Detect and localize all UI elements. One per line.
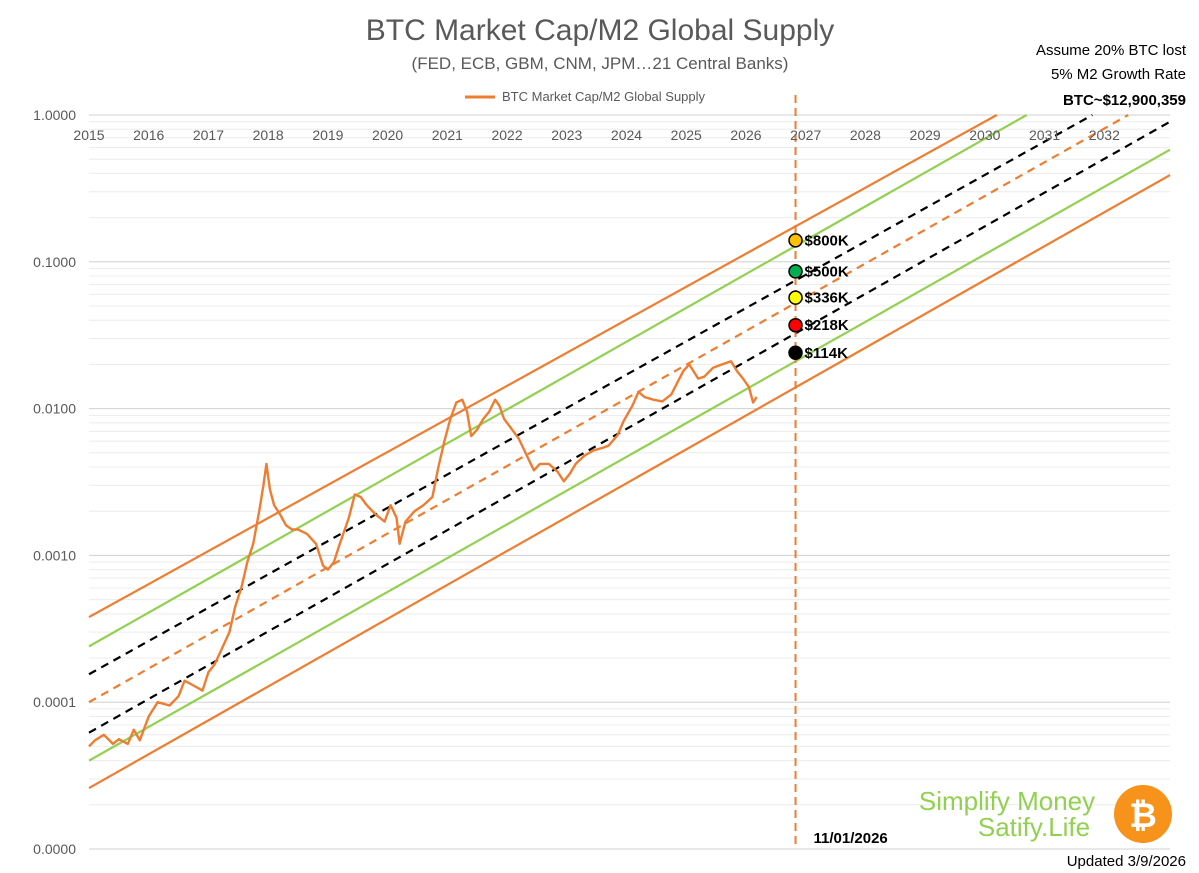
- legend-label: BTC Market Cap/M2 Global Supply: [502, 89, 706, 104]
- btc-m2-ratio-line: [88, 360, 758, 748]
- axis-ticks: 1.0000 0.1000 0.0100 0.0010 0.0001 0.0000 2015…: [33, 107, 1120, 857]
- legend: BTC Market Cap/M2 Global Supply: [465, 89, 706, 104]
- updated-date: Updated 3/9/2026: [1067, 853, 1186, 870]
- data-series: [88, 360, 758, 748]
- x-tick-label: 2018: [253, 127, 284, 143]
- reference-line-group: 11/01/2026: [794, 95, 888, 849]
- price-target-marker: [788, 345, 803, 361]
- x-tick-label: 2021: [432, 127, 463, 143]
- assumption-btc-lost: Assume 20% BTC lost: [1036, 42, 1187, 59]
- x-tick-label: 2023: [551, 127, 582, 143]
- price-target-label: $800K: [805, 232, 849, 249]
- chart-title: BTC Market Cap/M2 Global Supply: [366, 14, 835, 47]
- x-tick-label: 2022: [491, 127, 522, 143]
- x-tick-label: 2029: [910, 127, 941, 143]
- price-target-marker: [788, 317, 803, 333]
- middle-orange-dashed-band: [88, 114, 1129, 704]
- bitcoin-symbol: ₿: [1129, 797, 1157, 835]
- price-target-label: $500K: [805, 263, 849, 280]
- price-target-label: $218K: [805, 317, 849, 334]
- x-tick-label: 2024: [611, 127, 642, 143]
- brand-line-2: Satify.Life: [978, 812, 1090, 842]
- x-tick-label: 2031: [1029, 127, 1060, 143]
- y-tick-label: 0.0010: [33, 547, 76, 563]
- assumption-m2-growth: 5% M2 Growth Rate: [1051, 66, 1186, 83]
- regression-bands: [88, 114, 1171, 790]
- grid-lines: [89, 114, 1170, 850]
- y-tick-label: 1.0000: [33, 107, 76, 123]
- x-tick-label: 2027: [790, 127, 821, 143]
- upper-green-band: [88, 114, 1028, 648]
- x-tick-label: 2028: [850, 127, 881, 143]
- lower-orange-band: [88, 174, 1171, 790]
- btc-target-price: BTC~$12,900,359: [1063, 92, 1186, 109]
- brand-line-1: Simplify Money: [919, 786, 1095, 816]
- x-tick-label: 2016: [133, 127, 164, 143]
- x-tick-label: 2015: [73, 127, 104, 143]
- x-tick-label: 2017: [193, 127, 224, 143]
- x-tick-label: 2025: [671, 127, 702, 143]
- lower-green-band: [88, 148, 1171, 762]
- chart-subtitle: (FED, ECB, GBM, CNM, JPM…21 Central Bank…: [412, 54, 789, 73]
- lower-black-dashed-band: [88, 120, 1171, 734]
- y-tick-label: 0.0100: [33, 401, 76, 417]
- x-tick-label: 2019: [312, 127, 343, 143]
- price-targets: $800K $500K $336K $218K $114K: [788, 232, 849, 362]
- y-tick-label: 0.0001: [33, 694, 76, 710]
- price-target-marker: [788, 233, 803, 248]
- brand-logo: Simplify Money Satify.Life ₿: [919, 785, 1172, 843]
- bitcoin-coin-icon: [1114, 785, 1172, 843]
- x-tick-label: 2032: [1089, 127, 1120, 143]
- price-target-marker: [788, 290, 803, 305]
- upper-black-dashed-band: [88, 114, 1093, 676]
- y-tick-label: 0.0000: [33, 841, 76, 857]
- reference-date-label: 11/01/2026: [814, 830, 888, 847]
- x-tick-label: 2020: [372, 127, 403, 143]
- y-tick-label: 0.1000: [33, 254, 76, 270]
- upper-orange-band: [88, 114, 998, 619]
- price-target-label: $114K: [805, 345, 849, 362]
- price-target-marker: [788, 264, 803, 279]
- x-tick-label: 2030: [969, 127, 1000, 143]
- x-tick-label: 2026: [730, 127, 761, 143]
- price-target-label: $336K: [805, 290, 849, 307]
